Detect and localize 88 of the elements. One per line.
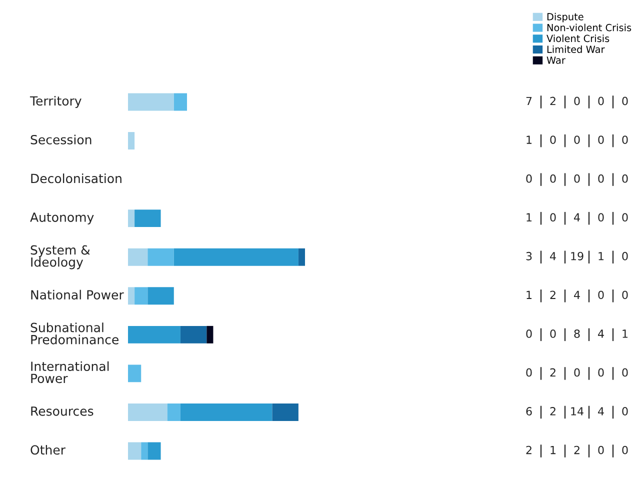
legend-label: Non-violent Crisis [547, 24, 632, 32]
data-label: 0 [574, 136, 580, 144]
bar [134, 210, 161, 228]
bar [128, 132, 135, 150]
y-tick-label: Other [30, 444, 66, 455]
data-label: 2 [550, 96, 556, 106]
legend-label: War [546, 56, 566, 64]
data-label: 1 [598, 252, 604, 260]
data-label: 0 [622, 446, 628, 454]
data-label: 14 [571, 407, 584, 416]
data-label: 0 [598, 446, 604, 454]
bar [128, 210, 135, 228]
data-label: 0 [574, 174, 580, 183]
data-label: 0 [550, 329, 556, 338]
bar [128, 442, 142, 460]
bar [148, 442, 161, 460]
data-label: 0 [598, 174, 604, 183]
bar [298, 248, 305, 266]
data-label: 0 [526, 174, 532, 183]
data-label: 2 [574, 446, 580, 454]
data-label: 0 [598, 136, 604, 144]
data-label: 0 [574, 368, 580, 377]
data-label: 0 [598, 290, 604, 300]
data-label: 7 [526, 96, 532, 106]
bar [148, 248, 174, 266]
bar [167, 404, 180, 421]
bar [180, 326, 207, 344]
y-tick-label: Resources [31, 406, 94, 416]
bar [128, 404, 168, 421]
data-label: 1 [550, 446, 556, 454]
legend-label: Violent Crisis [546, 34, 610, 42]
data-label: 0 [526, 329, 532, 338]
data-label: 6 [526, 407, 532, 416]
bar [141, 442, 148, 460]
data-label: 1 [622, 330, 628, 338]
bar [148, 287, 174, 305]
data-label: 0 [598, 213, 604, 222]
data-label: 1 [526, 290, 532, 299]
data-label: 1 [526, 136, 532, 144]
y-tick-label: Decolonisation [31, 174, 122, 184]
bar [174, 248, 298, 266]
data-label: 0 [598, 96, 604, 106]
data-label: 8 [574, 329, 580, 338]
data-label: 4 [550, 252, 556, 260]
legend-label: Limited War [547, 45, 605, 53]
data-label: 0 [622, 407, 628, 416]
data-label: 0 [622, 174, 628, 183]
y-tick-label: National Power [31, 290, 124, 300]
data-label: 2 [526, 446, 532, 454]
data-label: 4 [598, 407, 604, 416]
y-tick-label: Autonomy [30, 212, 94, 224]
bar [180, 404, 272, 421]
data-label: 2 [550, 368, 556, 377]
bar [174, 93, 187, 111]
data-label: 2 [550, 407, 556, 416]
data-label: 0 [550, 174, 556, 183]
y-tick-label: Subnational Predominance [30, 322, 118, 344]
data-label: 2 [550, 290, 556, 299]
data-label: 4 [574, 290, 580, 299]
data-label: 0 [622, 96, 628, 106]
bar [128, 326, 180, 344]
data-label: 4 [598, 330, 604, 338]
bar [272, 404, 298, 421]
bar [206, 326, 214, 344]
data-label: 0 [622, 252, 628, 260]
data-label: 0 [550, 213, 556, 222]
data-label: 0 [550, 136, 556, 144]
data-label: 19 [571, 252, 584, 260]
data-label: 3 [526, 252, 532, 260]
legend-label: Dispute [547, 12, 584, 22]
data-label: 0 [598, 368, 604, 377]
data-label: 0 [574, 96, 580, 106]
y-tick-label: System & Ideology [30, 245, 90, 270]
data-label: 0 [622, 213, 628, 222]
data-label: 0 [622, 290, 628, 300]
y-tick-label: Territory [30, 96, 82, 108]
data-label: 0 [622, 368, 628, 377]
y-tick-label: Secession [30, 134, 92, 144]
data-label: 4 [574, 213, 580, 222]
data-label: 0 [526, 368, 532, 377]
bar [128, 93, 174, 111]
bar [128, 364, 142, 382]
y-tick-label: International Power [31, 361, 109, 384]
bar [128, 287, 135, 305]
data-label: 1 [526, 213, 532, 222]
data-label: 0 [622, 136, 628, 144]
bar [134, 287, 148, 305]
bar [128, 248, 148, 266]
